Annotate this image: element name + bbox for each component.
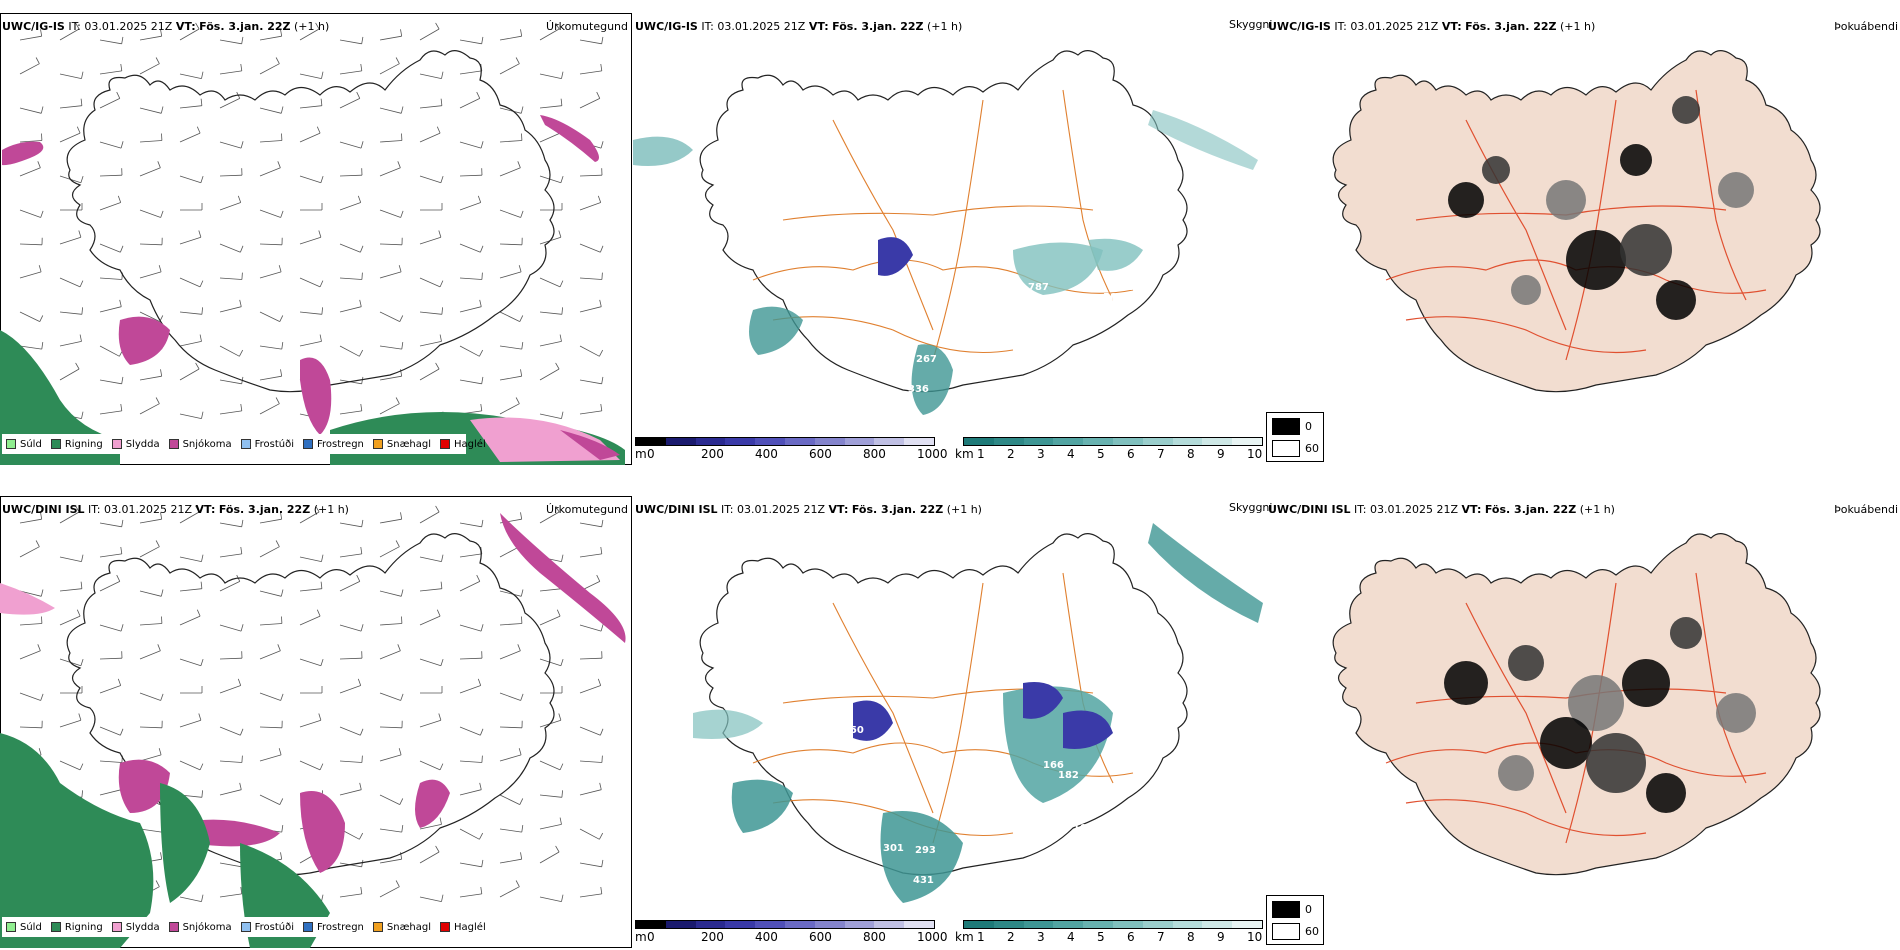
map-value-label: 166 bbox=[1043, 760, 1064, 771]
legend-item: Snjókoma bbox=[168, 922, 232, 933]
panel-type-label: Úrkomutegund bbox=[546, 20, 628, 33]
panel-title: UWC/IG-IS IT: 03.01.2025 21Z VT: Fös. 3.… bbox=[2, 20, 330, 33]
map-value-label: 336 bbox=[908, 384, 929, 395]
panel-title: UWC/DINI ISL IT: 03.01.2025 21Z VT: Fös.… bbox=[635, 503, 982, 516]
panel-title: UWC/DINI ISL IT: 03.01.2025 21Z VT: Fös.… bbox=[2, 503, 349, 516]
map-visibility-row1: 787 302 506 153 267 336 153 bbox=[633, 50, 1258, 415]
panel-type-label: Úrkomutegund bbox=[546, 503, 628, 516]
legend-item: Frostregn bbox=[303, 439, 364, 450]
legend-item: Snjókoma bbox=[168, 439, 232, 450]
legend-item: Slydda bbox=[111, 922, 160, 933]
cloud-base-colorbar bbox=[635, 920, 935, 929]
map-value-label: 153 bbox=[833, 224, 854, 235]
map-value-labels: 787 302 506 153 267 336 153 bbox=[818, 224, 1149, 395]
panel-fog-row1: UWC/IG-IS IT: 03.01.2025 21Z VT: Fös. 3.… bbox=[1266, 0, 1898, 465]
legend-item: Frostregn bbox=[303, 922, 364, 933]
panel-title: UWC/IG-IS IT: 03.01.2025 21Z VT: Fös. 3.… bbox=[1268, 20, 1596, 33]
colorbars: m 0 200 400 600 800 1000 km 1 2 3 4 5 6 7 8 9 10 bbox=[633, 920, 1265, 946]
map-value-label: 105 bbox=[1073, 823, 1094, 834]
map-value-label: 173 bbox=[1113, 760, 1134, 771]
legend-item: Rigning bbox=[50, 922, 103, 933]
panel-precip-type-row1: UWC/IG-IS IT: 03.01.2025 21Z VT: Fös. 3.… bbox=[0, 0, 632, 465]
panel-title: UWC/IG-IS IT: 03.01.2025 21Z VT: Fös. 3.… bbox=[635, 20, 963, 33]
panel-type-label: Þokuábendi bbox=[1834, 20, 1898, 33]
map-value-label: 267 bbox=[916, 354, 937, 365]
map-precip-row1 bbox=[0, 22, 625, 465]
panel-visibility-row2: 150 166 182 173 128 105 645 293 431 301 UWC/DINI … bbox=[633, 483, 1272, 948]
panel-title: UWC/DINI ISL IT: 03.01.2025 21Z VT: Fös.… bbox=[1268, 503, 1615, 516]
legend-item: Haglél bbox=[440, 439, 486, 450]
panel-type-label: Þokuábendi bbox=[1834, 503, 1898, 516]
map-value-label: 301 bbox=[883, 843, 904, 854]
map-fog-row2 bbox=[1332, 533, 1821, 876]
map-frame bbox=[0, 496, 632, 948]
map-value-label: 150 bbox=[843, 725, 864, 736]
map-frame bbox=[0, 13, 632, 465]
cloud-base-colorbar bbox=[635, 437, 935, 446]
visibility-colorbar bbox=[963, 920, 1263, 929]
map-value-label: 506 bbox=[1103, 292, 1124, 303]
visibility-colorbar bbox=[963, 437, 1263, 446]
map-fog-row1 bbox=[1332, 50, 1821, 393]
legend-item: Slydda bbox=[111, 439, 160, 450]
map-value-label: 182 bbox=[1058, 770, 1079, 781]
precip-legend: Súld Rigning Slydda Snjókoma Frostúði Frostre… bbox=[2, 917, 486, 937]
panel-fog-row2: UWC/DINI ISL IT: 03.01.2025 21Z VT: Fös.… bbox=[1266, 483, 1898, 948]
precip-legend: Súld Rigning Slydda Snjókoma Frostúði Frostre… bbox=[2, 434, 486, 454]
map-value-label: 645 bbox=[778, 835, 799, 846]
legend-item: Frostúði bbox=[240, 922, 294, 933]
map-value-label: 153 bbox=[818, 224, 839, 235]
colorbars: m 0 200 400 600 800 1000 km 1 2 3 4 5 6 7 8 9 10 bbox=[633, 437, 1265, 463]
legend-item: Frostúði bbox=[240, 439, 294, 450]
map-value-label: 302 bbox=[1128, 282, 1149, 293]
map-value-label: 787 bbox=[1028, 282, 1049, 293]
panel-precip-type-row2: UWC/DINI ISL IT: 03.01.2025 21Z VT: Fös.… bbox=[0, 483, 632, 948]
fog-legend-row2: 0 60 bbox=[1266, 895, 1324, 945]
map-value-label: 293 bbox=[915, 845, 936, 856]
fog-patches bbox=[1444, 617, 1756, 813]
map-value-label: 128 bbox=[1063, 805, 1084, 816]
legend-item: Súld bbox=[6, 439, 42, 450]
legend-item: Rigning bbox=[50, 439, 103, 450]
legend-item: Snæhagl bbox=[372, 439, 431, 450]
panel-type-label: Skyggni bbox=[1229, 18, 1273, 31]
fog-legend-row1: 0 60 bbox=[1266, 412, 1324, 462]
panel-visibility-row1: 787 302 506 153 267 336 153 UWC/IG-IS IT: 03.0… bbox=[633, 0, 1272, 465]
map-precip-row2 bbox=[0, 505, 626, 948]
legend-item: Snæhagl bbox=[372, 922, 431, 933]
legend-item: Súld bbox=[6, 922, 42, 933]
legend-item: Haglél bbox=[440, 922, 486, 933]
fog-patches bbox=[1448, 96, 1754, 320]
panel-type-label: Skyggni bbox=[1229, 501, 1273, 514]
map-value-label: 431 bbox=[913, 875, 934, 886]
